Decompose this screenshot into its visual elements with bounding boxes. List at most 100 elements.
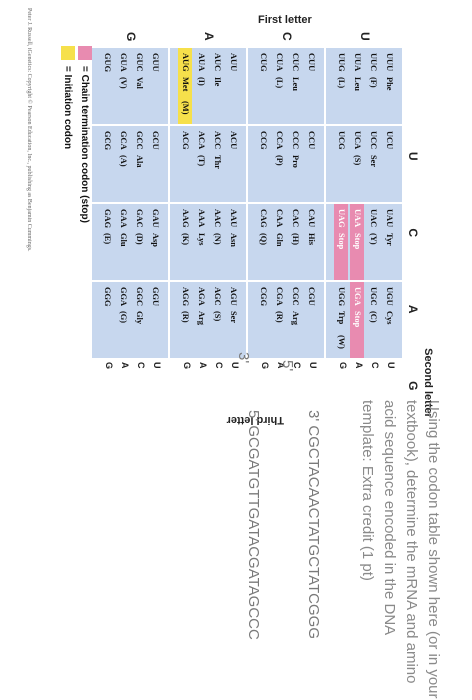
amino-acid-abbrev (350, 335, 364, 357)
codon: AUA (197, 53, 206, 72)
amino-acid (100, 155, 114, 179)
codon-line: GGA (G) (116, 287, 130, 357)
amino-acid-abbrev (382, 179, 396, 201)
codon: AAC (213, 209, 222, 228)
codon-line: GUU (148, 53, 162, 123)
codon: AUU (229, 53, 238, 72)
amino-acid: (S) (353, 155, 362, 166)
codon-line: CAA Gln (272, 209, 286, 279)
codon: GAA (119, 209, 128, 228)
amino-acid: (H) (291, 233, 300, 246)
amino-acid-abbrev (132, 257, 146, 279)
amino-acid: (Q) (259, 233, 268, 246)
codon-line: GGG (100, 287, 114, 357)
codon: UCA (353, 131, 362, 150)
amino-acid-abbrev (178, 335, 192, 357)
codon: AGU (229, 287, 238, 306)
second-letter-a: A (406, 304, 420, 314)
codon-line: AUU (226, 53, 240, 123)
codon-cell: GCU GCC Ala GCA (A) GCG (92, 126, 168, 202)
amino-acid-abbrev (210, 335, 224, 357)
codon: ACU (229, 131, 238, 150)
codon-cell: GAU Asp GAC (D) GAA Glu GAG (E) (92, 204, 168, 280)
amino-acid-abbrev (334, 257, 348, 279)
codon-line: GUG (100, 53, 114, 123)
second-letter-u: U (406, 151, 420, 161)
codon-line: UCA (S) (350, 131, 364, 201)
codon-grid: UUU Phe UUC (F) UUA Leu UUG (L) UCU UCC Ser UCA (S) U… (92, 48, 402, 358)
legend-stop-row: = Chain termination codon (stop) (78, 46, 92, 223)
amino-acid (334, 155, 348, 179)
amino-acid-abbrev (100, 179, 114, 201)
codon: CAU (307, 209, 316, 228)
amino-acid: (G) (119, 311, 128, 324)
codon: GUU (151, 53, 160, 72)
codon: CGA (275, 287, 284, 306)
codon: GCG (103, 131, 112, 151)
amino-acid-abbrev (178, 179, 192, 201)
codon-cell: UCU UCC Ser UCA (S) UCG (326, 126, 402, 202)
codon-line: AGG (R) (178, 287, 192, 357)
amino-acid: Gln (275, 233, 284, 247)
codon-line: UUC (F) (366, 53, 380, 123)
amino-acid-abbrev (226, 257, 240, 279)
third-letter-label: U (230, 362, 240, 369)
amino-acid-abbrev (304, 179, 318, 201)
codon-line: UGA Stop (350, 282, 364, 358)
third-letter-label: C (214, 362, 224, 369)
codon: CUA (275, 53, 284, 72)
amino-acid (226, 155, 240, 179)
amino-acid: Lys (197, 233, 206, 246)
amino-acid-abbrev (256, 101, 270, 123)
amino-acid-abbrev (272, 179, 286, 201)
codon-line: AAG (K) (178, 209, 192, 279)
codon: CUC (291, 53, 300, 72)
codon: UGU (385, 287, 394, 306)
codon: UCC (369, 131, 378, 150)
amino-acid: Glu (119, 233, 128, 247)
amino-acid-abbrev (100, 257, 114, 279)
codon-line: CGG (256, 287, 270, 357)
amino-acid: (D) (135, 233, 144, 245)
amino-acid: Ser (369, 155, 378, 168)
amino-acid: Asn (229, 233, 238, 247)
amino-acid (148, 77, 162, 101)
codon-cell: UAU Tyr UAC (Y) UAA Stop UAG Stop (326, 204, 402, 280)
amino-acid: (T) (197, 155, 206, 167)
codon-line: UAC (Y) (366, 209, 380, 279)
amino-acid: His (307, 233, 316, 246)
codon-line: AGU Ser (226, 287, 240, 357)
codon-line: CUA (L) (272, 53, 286, 123)
amino-acid-abbrev (304, 257, 318, 279)
amino-acid: (E) (103, 233, 112, 245)
second-letter-c: C (406, 228, 420, 238)
amino-acid (226, 77, 240, 101)
amino-acid-abbrev (148, 257, 162, 279)
codon-cell: UGU Cys UGC (C) UGA Stop UGG Trp (W) (326, 282, 402, 358)
codon-line: GUC Val (132, 53, 146, 123)
codon: CAG (259, 209, 268, 228)
amino-acid: (A) (119, 155, 128, 167)
codon-cell: AGU Ser AGC (S) AGA Arg AGG (R) (170, 282, 246, 358)
codon: AAU (229, 209, 238, 228)
question-text-block: Using the codon table shown here (or in … (356, 400, 444, 700)
codon-line: ACC Thr (210, 131, 224, 201)
amino-acid (256, 77, 270, 101)
codon: UUC (369, 53, 378, 72)
amino-acid: (Y) (369, 233, 378, 245)
codon: UGA (353, 287, 362, 306)
codon: GAC (135, 209, 144, 228)
codon: AUG (181, 53, 190, 72)
amino-acid (304, 311, 318, 335)
amino-acid-abbrev (210, 257, 224, 279)
codon: AGG (181, 287, 190, 307)
codon-line: CUG (256, 53, 270, 123)
codon-cell: CUU CUC Leu CUA (L) CUG (248, 48, 324, 124)
third-letter-label: C (370, 362, 380, 369)
codon-line: GAG (E) (100, 209, 114, 279)
amino-acid: (C) (369, 311, 378, 323)
amino-acid: Leu (353, 77, 362, 91)
amino-acid-abbrev (116, 179, 130, 201)
amino-acid-abbrev (132, 179, 146, 201)
codon: UGC (369, 287, 378, 306)
